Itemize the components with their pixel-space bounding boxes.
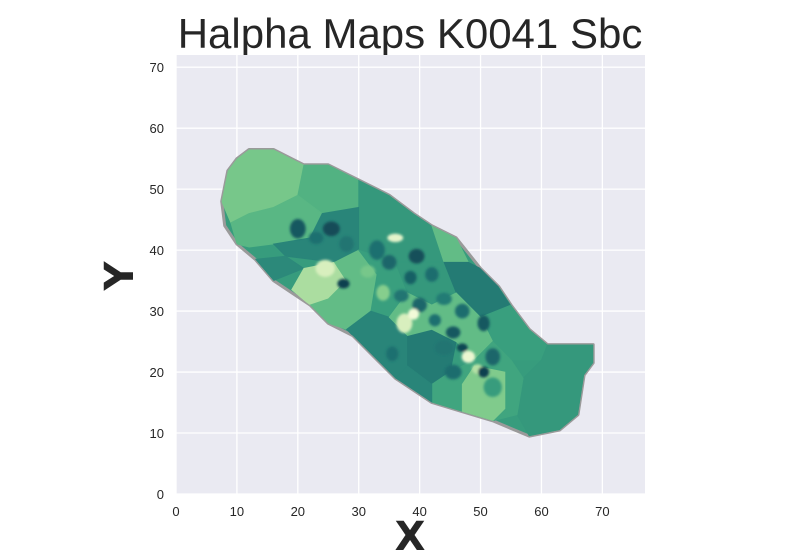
map-knot xyxy=(339,236,354,252)
map-knot xyxy=(408,248,425,264)
map-knot xyxy=(412,297,427,313)
map-knot xyxy=(456,343,468,352)
x-tick-label: 0 xyxy=(172,504,179,519)
map-knot xyxy=(386,346,399,362)
map-knot xyxy=(428,314,441,327)
map-knot xyxy=(289,219,306,239)
map-knot xyxy=(360,265,376,278)
map-knot xyxy=(394,289,409,302)
x-tick-label: 50 xyxy=(473,504,487,519)
y-tick-label: 40 xyxy=(150,243,164,258)
galaxy-regions xyxy=(221,149,594,437)
x-tick-label: 60 xyxy=(534,504,548,519)
chart-title: Halpha Maps K0041 Sbc xyxy=(178,10,643,57)
map-knot xyxy=(485,348,501,366)
map-knot xyxy=(445,326,461,339)
y-tick-label: 10 xyxy=(150,426,164,441)
x-tick-labels: 0 10 20 30 40 50 60 70 xyxy=(172,504,609,519)
y-tick-label: 20 xyxy=(150,365,164,380)
map-knot xyxy=(454,303,470,319)
map-knot xyxy=(322,221,340,237)
x-tick-label: 20 xyxy=(291,504,305,519)
map-knot xyxy=(461,350,476,363)
map-knot xyxy=(477,315,490,332)
y-tick-label: 50 xyxy=(150,182,164,197)
y-tick-label: 30 xyxy=(150,304,164,319)
map-knot xyxy=(315,259,335,277)
map-knot xyxy=(483,377,502,398)
map-knot xyxy=(404,270,417,285)
x-tick-label: 40 xyxy=(412,504,426,519)
map-knot xyxy=(308,231,324,245)
x-tick-label: 10 xyxy=(230,504,244,519)
map-knot xyxy=(337,278,350,289)
x-tick-label: 70 xyxy=(595,504,609,519)
map-knot xyxy=(396,313,413,334)
map-knot xyxy=(408,308,420,320)
map-knot xyxy=(425,267,439,282)
y-tick-label: 60 xyxy=(150,121,164,136)
map-knot xyxy=(478,366,490,378)
map-knot xyxy=(436,292,452,305)
map-knot xyxy=(376,284,390,301)
y-tick-label: 70 xyxy=(150,60,164,75)
map-region xyxy=(516,344,594,437)
y-tick-labels: 0 10 20 30 40 50 60 70 xyxy=(150,60,164,502)
map-knot xyxy=(444,364,462,380)
map-knot xyxy=(434,340,454,355)
y-axis-label: Y xyxy=(97,260,143,291)
x-tick-label: 30 xyxy=(351,504,365,519)
map-knot xyxy=(387,233,404,243)
halpha-map xyxy=(220,148,595,438)
map-knots xyxy=(289,219,502,398)
map-knot xyxy=(381,254,397,270)
map-knot xyxy=(369,240,385,260)
x-axis-label: X xyxy=(395,514,426,550)
y-tick-label: 0 xyxy=(157,487,164,502)
